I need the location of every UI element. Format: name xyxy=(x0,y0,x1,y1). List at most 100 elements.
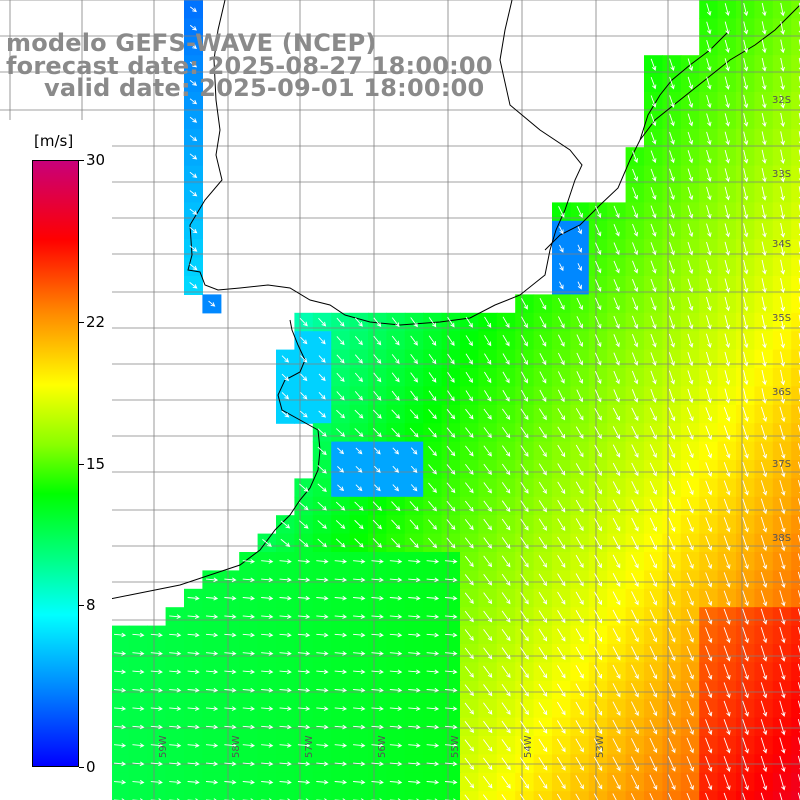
wind-arrow xyxy=(464,739,475,752)
wind-arrow xyxy=(520,555,529,568)
wind-arrow xyxy=(483,702,493,715)
wind-arrow xyxy=(501,684,511,697)
wind-arrow xyxy=(501,794,507,800)
wind-arrow xyxy=(538,536,547,550)
wind-arrow xyxy=(444,761,458,767)
wind-arrow xyxy=(706,39,712,53)
wind-arrow xyxy=(761,278,767,294)
wind-arrow xyxy=(464,794,470,800)
title-model: modelo GEFS-WAVE (NCEP) xyxy=(6,29,377,57)
wind-arrow xyxy=(593,738,603,753)
wind-arrow xyxy=(631,609,639,624)
wind-arrow xyxy=(520,610,529,623)
wind-arrow xyxy=(371,779,384,785)
wind-arrow xyxy=(631,627,639,643)
wind-arrow xyxy=(464,574,474,586)
wind-arrow xyxy=(317,446,327,456)
wind-arrow xyxy=(373,390,382,401)
wind-arrow xyxy=(426,632,440,638)
wind-arrow xyxy=(464,629,474,641)
wind-arrow xyxy=(556,775,566,790)
wind-arrow xyxy=(705,645,713,662)
wind-arrow xyxy=(650,223,657,237)
wind-arrow xyxy=(687,223,694,238)
wind-arrow xyxy=(242,577,255,583)
wind-arrow xyxy=(224,761,237,767)
wind-arrow xyxy=(742,682,749,699)
latitude-label: 32S xyxy=(772,95,791,106)
wind-arrow xyxy=(575,536,584,550)
title-forecast-date: forecast date: 2025-08-27 18:00:00 xyxy=(6,52,493,80)
wind-arrow xyxy=(780,186,785,201)
wind-arrow xyxy=(779,461,786,478)
wind-arrow xyxy=(354,391,363,401)
wind-arrow xyxy=(724,186,730,201)
wind-arrow xyxy=(501,610,511,623)
wind-arrow xyxy=(300,392,308,400)
wind-arrow xyxy=(650,58,657,71)
wind-arrow xyxy=(612,426,621,440)
wind-arrow xyxy=(668,627,676,643)
wind-arrow xyxy=(632,278,639,293)
wind-arrow xyxy=(261,614,274,619)
wind-arrow xyxy=(687,113,694,127)
wind-arrow xyxy=(650,132,657,145)
wind-arrow xyxy=(705,756,713,772)
wind-speed-cell xyxy=(184,791,203,800)
wind-arrow xyxy=(594,481,602,495)
wind-arrow xyxy=(334,779,348,785)
wind-arrow xyxy=(594,371,602,385)
wind-arrow xyxy=(464,647,474,660)
wind-arrow xyxy=(224,779,237,785)
wind-arrow xyxy=(334,559,348,564)
wind-speed-cell xyxy=(331,791,351,800)
wind-arrow xyxy=(539,371,547,384)
wind-arrow xyxy=(297,559,311,564)
wind-arrow xyxy=(556,720,566,734)
wind-arrow xyxy=(224,687,237,693)
wind-arrow xyxy=(426,595,440,601)
wind-arrow xyxy=(761,57,767,72)
wind-arrow xyxy=(408,743,421,748)
wind-arrow xyxy=(723,517,731,533)
wind-arrow xyxy=(371,577,384,583)
wind-arrow xyxy=(372,427,382,438)
wind-speed-cell xyxy=(680,791,700,800)
wind-arrow xyxy=(187,632,200,638)
wind-arrow xyxy=(334,632,348,638)
wind-arrow xyxy=(391,335,400,346)
wind-arrow xyxy=(761,186,767,201)
wind-arrow xyxy=(557,499,566,513)
wind-arrow xyxy=(483,684,493,697)
wind-speed-cell xyxy=(791,478,800,498)
wind-arrow xyxy=(557,573,566,587)
wind-arrow xyxy=(521,334,528,347)
wind-arrow xyxy=(743,296,749,312)
wind-arrow xyxy=(205,724,219,730)
wind-arrow xyxy=(743,204,749,220)
wind-arrow xyxy=(780,94,785,109)
wind-arrow xyxy=(686,443,694,459)
latitude-labels: 32S 33S 34S 35S 36S 37S 38S xyxy=(772,95,791,544)
wind-arrow xyxy=(483,537,493,549)
wind-arrow xyxy=(667,737,676,754)
wind-arrow xyxy=(575,426,584,439)
wind-arrow xyxy=(150,779,163,785)
wind-arrow xyxy=(132,761,145,767)
wind-arrow xyxy=(631,701,639,717)
wind-arrow xyxy=(354,501,364,511)
wind-arrow xyxy=(426,761,440,767)
wind-arrow xyxy=(150,798,162,800)
wind-arrow xyxy=(242,614,255,619)
colorbar-tick-label: 8 xyxy=(86,596,96,615)
wind-arrow xyxy=(189,98,198,105)
wind-arrow xyxy=(538,426,547,439)
wind-arrow xyxy=(631,352,639,366)
wind-arrow xyxy=(444,743,458,748)
wind-arrow xyxy=(631,664,639,680)
wind-arrow xyxy=(705,535,713,551)
wind-arrow xyxy=(723,645,731,662)
wind-arrow xyxy=(594,444,602,458)
wind-arrow xyxy=(649,536,657,551)
wind-arrow xyxy=(706,58,712,72)
